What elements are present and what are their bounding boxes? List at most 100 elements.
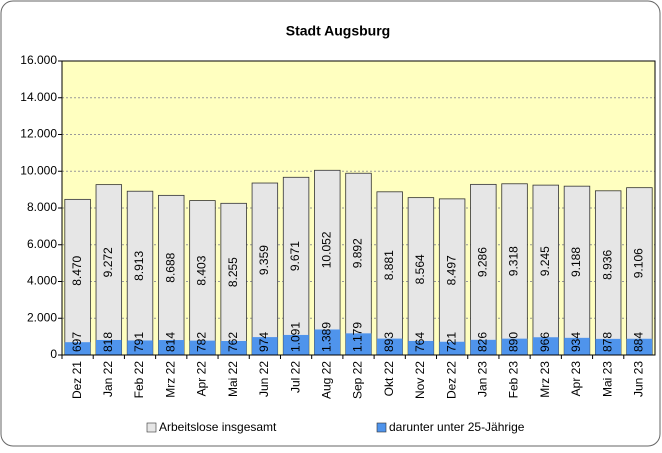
value-label: 8.470 (70, 255, 84, 285)
bar (564, 337, 590, 355)
value-label: 8.564 (413, 254, 427, 284)
value-label: 818 (101, 332, 115, 352)
bar (345, 333, 372, 355)
value-label: 8.881 (382, 250, 396, 280)
bar (563, 185, 591, 356)
value-label: 974 (257, 332, 271, 352)
x-tick-label: Aug 22 (319, 361, 333, 399)
y-tick-label: 10.000 (20, 163, 57, 177)
bar (127, 340, 153, 355)
y-tick-label: 8.000 (27, 200, 57, 214)
value-label: 9.106 (632, 248, 646, 278)
value-label: 878 (600, 332, 614, 352)
legend-swatch (146, 422, 157, 433)
value-label: 890 (507, 332, 521, 352)
value-label: 8.403 (195, 255, 209, 285)
bar (470, 339, 497, 355)
chart-title: Stadt Augsburg (286, 23, 390, 39)
bar (532, 337, 559, 355)
value-label: 697 (70, 332, 84, 352)
bar (158, 194, 185, 356)
x-tick-label: Feb 23 (507, 361, 521, 399)
bar (189, 200, 216, 356)
x-tick-label: Jun 22 (257, 361, 271, 397)
bar (158, 340, 185, 355)
bar (283, 334, 309, 355)
bar (220, 340, 247, 355)
value-label: 966 (538, 332, 552, 352)
bar (126, 190, 154, 356)
bar (626, 187, 653, 356)
bar (95, 184, 123, 356)
bar (438, 198, 466, 356)
bar (252, 337, 278, 355)
x-tick-label: Sep 22 (351, 361, 365, 399)
value-label: 814 (163, 332, 177, 352)
bar (532, 184, 559, 356)
x-tick-label: Nov 22 (413, 361, 427, 399)
bar (345, 172, 372, 356)
value-label: 791 (132, 332, 146, 352)
x-tick-label: Dez 21 (70, 361, 84, 399)
y-tick-label: 6.000 (27, 237, 57, 251)
bar (595, 338, 621, 355)
x-tick-label: Mai 22 (226, 361, 240, 397)
value-label: 10.052 (319, 231, 333, 268)
bar (96, 339, 122, 355)
value-label: 8.913 (132, 251, 146, 281)
value-label: 9.671 (288, 241, 302, 271)
legend-swatch (376, 422, 387, 433)
x-tick-label: Feb 22 (132, 361, 146, 399)
y-tick-label: 14.000 (20, 90, 57, 104)
value-label: 782 (195, 332, 209, 352)
value-label: 9.892 (351, 238, 365, 268)
value-label: 1.179 (351, 322, 365, 352)
bar (282, 176, 310, 356)
value-label: 8.255 (226, 257, 240, 287)
bar (220, 202, 247, 356)
bar (64, 198, 91, 356)
value-label: 9.272 (101, 247, 115, 277)
legend-label: Arbeitslose insgesamt (159, 420, 277, 434)
x-tick-label: Apr 22 (195, 361, 209, 397)
legend-label: darunter unter 25-Jährige (389, 420, 525, 434)
value-label: 9.359 (257, 245, 271, 275)
value-label: 9.286 (476, 247, 490, 277)
bar (376, 338, 403, 355)
value-label: 764 (413, 332, 427, 352)
y-tick-label: 0 (50, 347, 57, 361)
value-label: 9.188 (569, 247, 583, 277)
x-tick-label: Jul 22 (288, 361, 302, 393)
value-label: 934 (569, 332, 583, 352)
y-tick-label: 4.000 (27, 274, 57, 288)
value-label: 8.688 (163, 252, 177, 282)
x-tick-label: Mrz 22 (163, 361, 177, 398)
x-tick-label: Mrz 23 (538, 361, 552, 398)
x-tick-label: Jun 23 (632, 361, 646, 397)
bar (64, 342, 91, 355)
x-tick-label: Jan 23 (476, 361, 490, 397)
y-tick-label: 2.000 (27, 310, 57, 324)
x-tick-label: Jan 22 (101, 361, 115, 397)
x-tick-label: Dez 22 (444, 361, 458, 399)
y-tick-label: 16.000 (20, 53, 57, 67)
value-label: 9.318 (507, 246, 521, 276)
bar (189, 340, 216, 355)
value-label: 884 (632, 332, 646, 352)
value-label: 9.245 (538, 246, 552, 276)
x-tick-label: Mai 23 (600, 361, 614, 397)
bar (626, 338, 653, 355)
value-label: 8.497 (444, 255, 458, 285)
value-label: 762 (226, 332, 240, 352)
x-tick-label: Apr 23 (569, 361, 583, 397)
bar (314, 329, 341, 355)
bar (501, 183, 528, 356)
value-label: 1.389 (319, 322, 333, 352)
value-label: 1.091 (288, 322, 302, 352)
bar (408, 340, 434, 355)
bar (501, 338, 528, 355)
bar (439, 341, 465, 355)
bar (594, 190, 622, 356)
y-tick-label: 12.000 (20, 127, 57, 141)
